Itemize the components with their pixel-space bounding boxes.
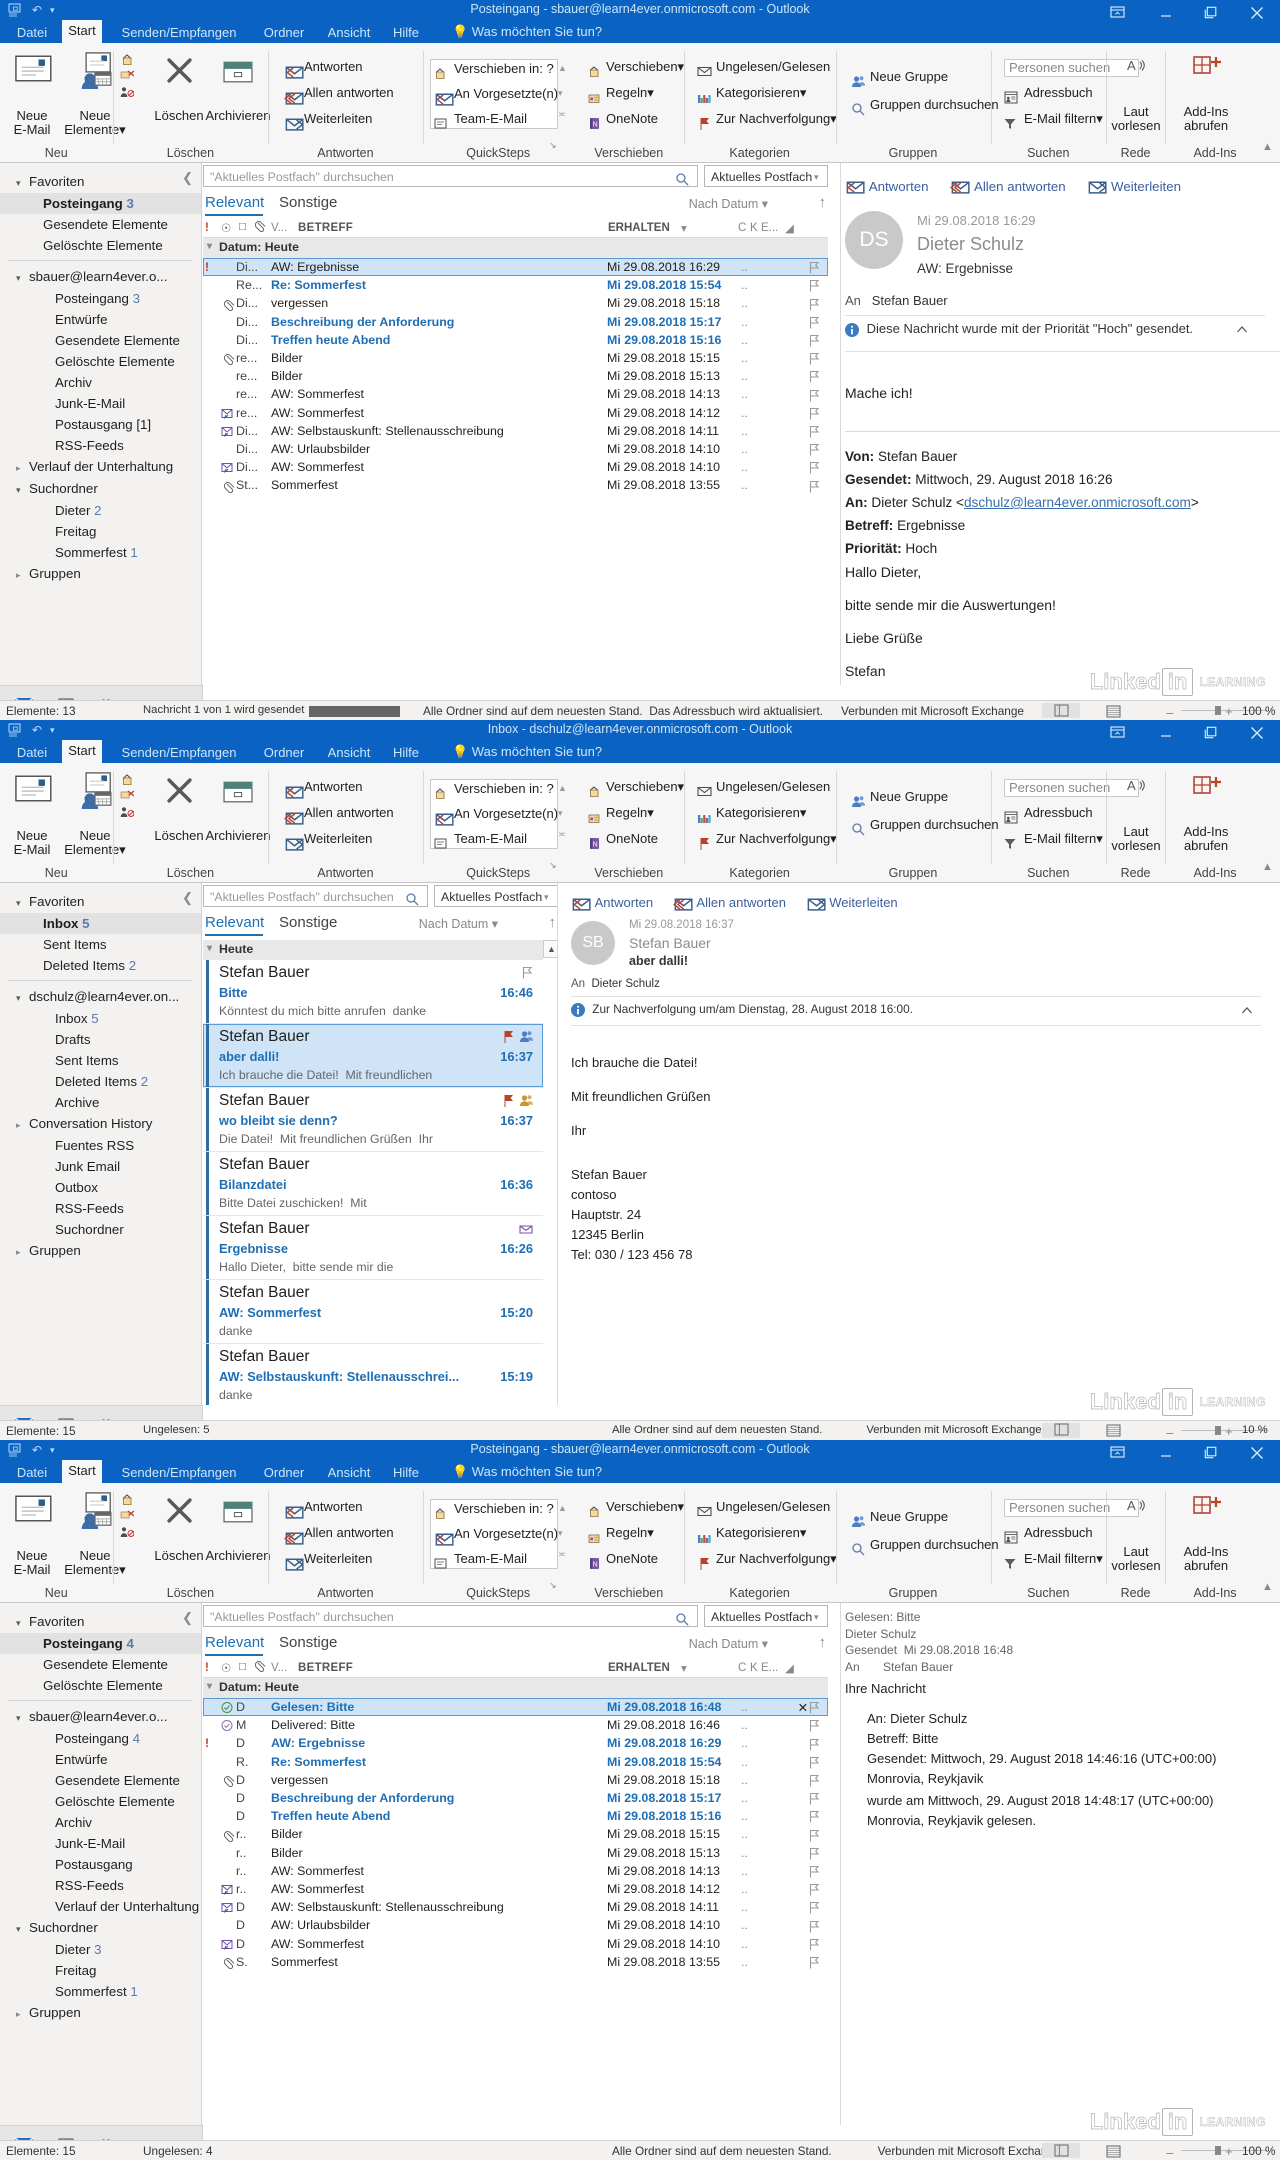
svg-text:N: N	[592, 1562, 597, 1569]
svg-text:A: A	[1127, 59, 1136, 72]
svg-text:N: N	[592, 842, 597, 849]
svg-text:A: A	[1127, 1499, 1136, 1512]
svg-text:N: N	[592, 122, 597, 129]
svg-text:A: A	[1127, 779, 1136, 792]
